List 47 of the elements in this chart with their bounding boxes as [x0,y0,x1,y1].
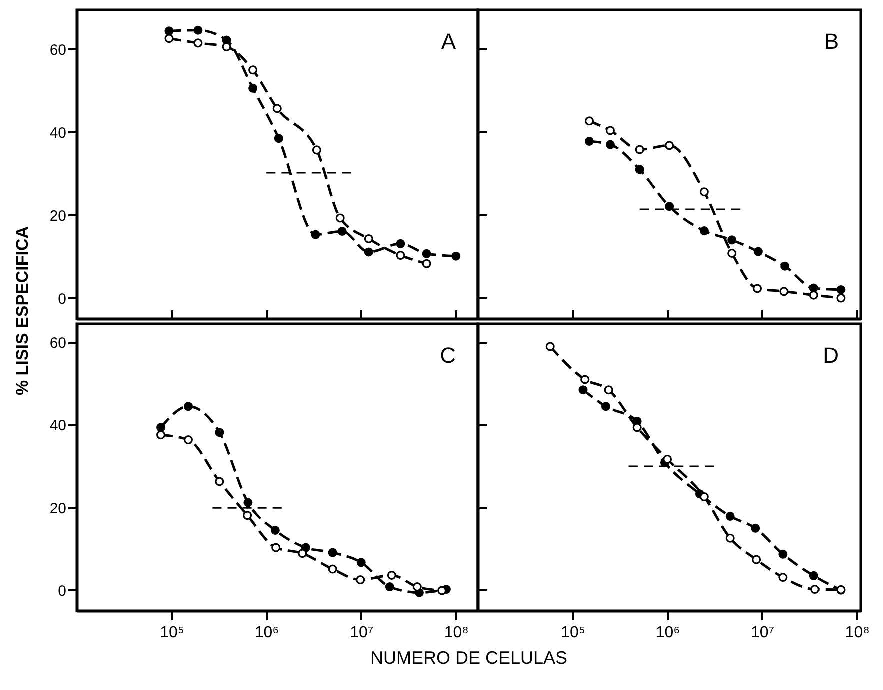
x-tick-label: 10⁸ [845,624,870,642]
point [364,234,374,244]
x-tick-label: 10⁸ [444,624,469,642]
point [412,582,422,592]
x-tick-label: 10⁷ [350,624,374,642]
point [194,38,203,48]
y-tick-label: 0 [58,290,66,308]
point [356,576,366,585]
y-tick-label: 60 [50,42,66,59]
point [243,511,252,520]
x-tick-label: 10⁵ [561,624,586,642]
y-tick-label: 20 [50,208,66,225]
point [328,564,338,574]
x-tick-label: 10⁷ [751,624,775,642]
point [328,548,338,558]
point [244,498,253,508]
point [194,26,203,35]
point [164,26,174,36]
y-tick-label: 60 [50,335,66,352]
y-axis-title: % LISIS ESPECIFICA [13,225,33,398]
point [356,558,366,568]
annotation: B [824,29,839,54]
annotation: D [823,343,839,368]
x-tick-label: 10⁶ [254,624,280,642]
x-axis-title: NUMERO DE CELULAS [369,648,569,668]
point [156,430,166,440]
point [452,252,461,261]
point [215,428,224,438]
y-tick-label: 40 [50,418,66,435]
annotation: C [440,343,456,368]
y-tick-label: 20 [50,500,66,518]
point [422,249,432,258]
x-tick-label: 10⁶ [656,624,680,642]
point [164,34,174,44]
point [364,248,374,257]
point [338,226,347,236]
point [270,526,280,535]
point [385,582,394,592]
point [336,214,345,223]
annotation: A [441,29,456,54]
point [215,477,224,486]
x-tick-label: 10⁵ [160,624,185,642]
point [156,423,166,432]
point [272,543,281,552]
y-tick-label: 0 [58,582,66,600]
y-tick-label: 40 [50,124,66,142]
point [422,259,432,268]
